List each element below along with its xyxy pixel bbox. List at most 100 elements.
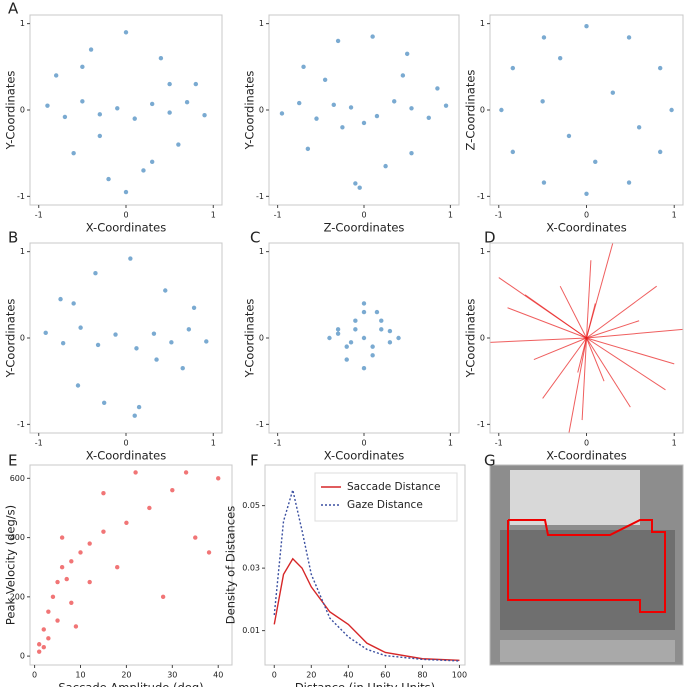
point — [348, 105, 354, 110]
point — [149, 101, 155, 107]
y-axis-label: Y-Coordinates — [464, 299, 478, 379]
legend-box — [314, 472, 458, 522]
vector — [586, 260, 592, 339]
point — [387, 328, 393, 334]
y-tick-label: 600 — [10, 474, 25, 483]
point — [69, 559, 74, 564]
x-axis-label: X-Coordinates — [86, 221, 167, 235]
point — [353, 181, 358, 186]
point — [510, 65, 516, 71]
point — [58, 296, 63, 302]
point — [541, 35, 547, 40]
map-image — [489, 464, 684, 666]
map-plaza — [500, 530, 675, 630]
y-tick-label: 1 — [20, 247, 25, 256]
frame — [268, 14, 460, 206]
point — [186, 327, 192, 332]
point — [97, 112, 103, 117]
point — [202, 112, 207, 118]
legend-label: Gaze Distance — [347, 499, 423, 511]
point — [167, 81, 172, 87]
x-axis-label: X-Coordinates — [324, 449, 405, 463]
point — [73, 624, 79, 629]
y-tick-label: 0.03 — [242, 564, 260, 573]
point — [50, 594, 56, 600]
point — [510, 149, 516, 155]
point — [60, 340, 66, 346]
x-tick-label: 0 — [123, 211, 128, 220]
vector — [542, 337, 587, 399]
line-series — [273, 557, 460, 662]
x-tick-label: 0 — [584, 439, 589, 448]
point — [158, 55, 164, 61]
plot — [490, 243, 683, 433]
vector — [559, 285, 587, 339]
y-tick-label: 0 — [20, 334, 25, 343]
y-tick-label: -1 — [256, 192, 264, 201]
point — [88, 47, 94, 52]
panel-label: B — [8, 229, 18, 247]
point — [69, 600, 74, 605]
x-tick-label: 60 — [380, 671, 390, 680]
point — [400, 73, 406, 78]
panel-label: E — [8, 452, 17, 470]
vector — [490, 337, 587, 343]
point — [361, 335, 367, 341]
frame — [29, 464, 233, 666]
point — [374, 113, 380, 119]
x-tick-label: -1 — [35, 439, 43, 448]
panel-label: D — [484, 229, 496, 247]
x-axis-label: Z-Coordinates — [324, 221, 405, 235]
x-tick-label: -1 — [274, 211, 282, 220]
point — [404, 51, 410, 57]
x-tick-label: 1 — [672, 439, 677, 448]
point — [387, 340, 393, 345]
point — [123, 189, 129, 195]
x-axis-label: X-Coordinates — [546, 449, 627, 463]
point — [183, 470, 189, 475]
point — [409, 106, 414, 111]
x-tick-label: -1 — [495, 439, 503, 448]
point — [41, 645, 46, 650]
y-tick-label: 0.05 — [242, 501, 260, 510]
x-tick-label: 0 — [32, 671, 37, 680]
point — [87, 541, 92, 546]
point — [593, 159, 598, 165]
vector — [586, 320, 640, 339]
vector — [498, 277, 587, 339]
x-tick-label: -1 — [35, 211, 43, 220]
y-axis-label: Y-Coordinates — [4, 71, 18, 151]
point — [348, 340, 354, 345]
point — [97, 133, 103, 139]
point — [193, 535, 198, 540]
point — [370, 34, 375, 39]
plot — [273, 487, 460, 662]
y-tick-label: 1 — [480, 247, 485, 256]
point — [361, 309, 367, 315]
y-tick-label: -1 — [17, 420, 25, 429]
map-outline — [507, 519, 666, 613]
point — [149, 159, 155, 165]
panel-label: A — [8, 0, 19, 18]
x-tick-label: 0 — [272, 671, 277, 680]
point — [540, 99, 545, 104]
point — [353, 327, 358, 332]
point — [279, 111, 285, 116]
point — [361, 301, 367, 306]
x-axis-label: Saccade Amplitude (deg) — [58, 681, 203, 687]
y-tick-label: 0 — [20, 652, 25, 661]
x-tick-label: 20 — [306, 671, 316, 680]
y-tick-label: 0.01 — [242, 626, 260, 635]
panel-label: C — [250, 229, 260, 247]
x-axis-label: X-Coordinates — [86, 449, 167, 463]
point — [204, 339, 209, 344]
point — [669, 107, 674, 113]
y-tick-label: 0 — [259, 334, 264, 343]
point — [75, 383, 81, 388]
point — [106, 176, 111, 182]
point — [344, 357, 349, 362]
vector — [581, 337, 587, 421]
point — [392, 99, 397, 104]
point — [87, 579, 92, 585]
point — [46, 636, 51, 641]
